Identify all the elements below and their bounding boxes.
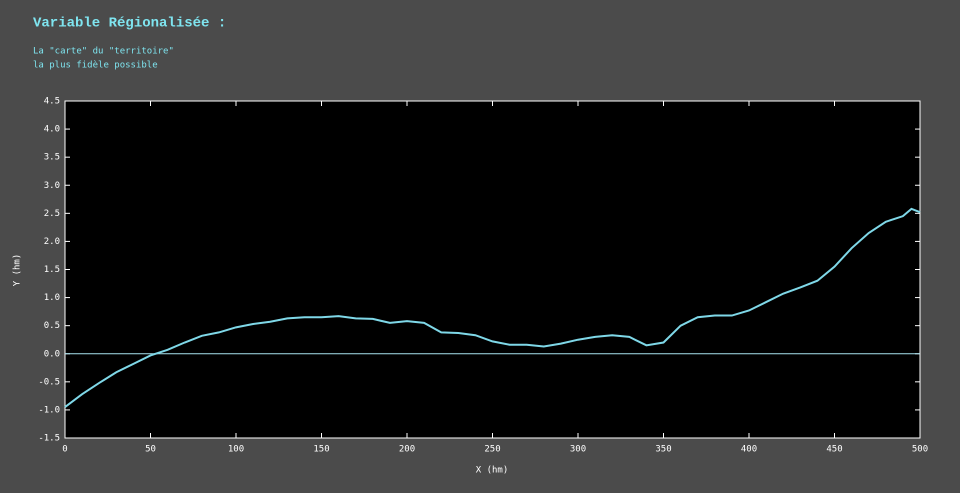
y-tick-label: 0.0 <box>44 349 60 359</box>
x-tick-label: 450 <box>826 445 842 455</box>
y-tick-label: -1.5 <box>38 434 60 444</box>
x-tick-label: 400 <box>741 445 757 455</box>
line <box>64 207 921 408</box>
x-axis-label: X (hm) <box>476 466 509 476</box>
y-tick-label: 3.5 <box>44 153 60 163</box>
plot-area <box>64 100 921 439</box>
y-tick-label: 2.0 <box>44 237 60 247</box>
chart-title: Variable Régionalisée : <box>33 16 226 32</box>
y-tick-label: 3.0 <box>44 181 60 191</box>
y-axis-label: Y (hm) <box>13 254 23 287</box>
y-tick-label: 1.5 <box>44 265 60 275</box>
x-tick-label: 350 <box>655 445 671 455</box>
x-tick-label: 0 <box>62 445 67 455</box>
y-tick-label: 0.5 <box>44 321 60 331</box>
subtitle: La "carte" du "territoire" <box>33 47 174 57</box>
x-tick-label: 100 <box>228 445 244 455</box>
x-tick-label: 300 <box>570 445 586 455</box>
y-tick-label: 1.0 <box>44 293 60 303</box>
y-tick-label: -0.5 <box>38 377 60 387</box>
x-tick-label: 150 <box>313 445 329 455</box>
x-tick-label: 50 <box>145 445 156 455</box>
x-tick-label: 200 <box>399 445 415 455</box>
y-tick-label: 2.5 <box>44 209 60 219</box>
y-tick-label: 4.5 <box>44 97 60 107</box>
x-tick-label: 500 <box>912 445 928 455</box>
x-tick-label: 250 <box>484 445 500 455</box>
subtitle: la plus fidèle possible <box>33 60 158 71</box>
y-tick-label: -1.0 <box>38 405 60 415</box>
y-tick-label: 4.0 <box>44 125 60 135</box>
